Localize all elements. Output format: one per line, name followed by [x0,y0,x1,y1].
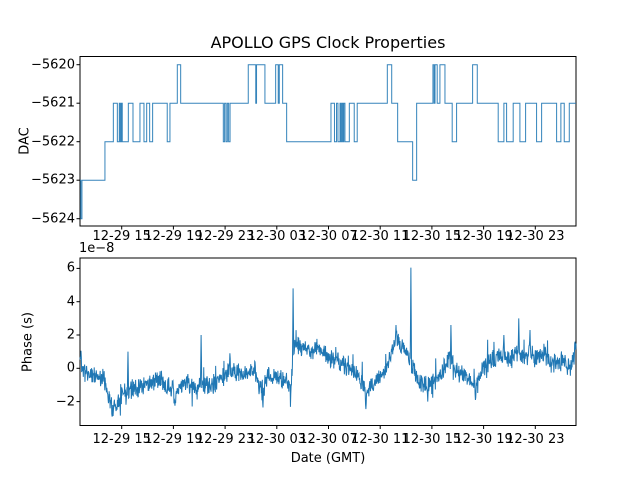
bottom-y-tick-label: 2 [66,327,75,343]
top-y-tick-label: −5621 [31,95,75,111]
bottom-x-tick-label: 12-30 19 [454,432,513,447]
bottom-x-tick-label: 12-29 15 [92,432,151,447]
top-x-tick-label: 12-30 11 [350,229,410,244]
bottom-x-tick-label: 12-29 23 [195,432,255,447]
y-axis-label-phase: Phase (s) [20,311,36,372]
bottom-y-tick-label: 4 [66,294,75,310]
y-axis-offset-text: 1e−8 [79,241,115,256]
dac-step-series [80,64,576,220]
phase-axes-box [79,257,577,426]
phase-series [79,267,577,417]
bottom-x-tick-label: 12-30 23 [506,432,565,447]
top-x-tick-label: 12-30 23 [506,229,565,244]
bottom-x-tick-label: 12-30 03 [247,432,307,447]
bottom-y-tick-label: −2 [55,394,75,410]
top-y-tick-label: −5624 [31,211,75,227]
top-x-tick-label: 12-30 07 [299,229,358,244]
top-x-tick-label: 12-30 03 [247,229,307,244]
bottom-y-tick-label: 0 [66,360,75,376]
top-x-tick-label: 12-30 15 [402,229,462,244]
top-x-tick-label: 12-29 23 [195,229,255,244]
chart-title: APOLLO GPS Clock Properties [210,33,446,52]
x-axis-label-date: Date (GMT) [290,451,366,466]
bottom-x-tick-label: 12-29 19 [144,432,203,447]
bottom-x-tick-label: 12-30 11 [350,432,410,447]
top-y-tick-label: −5622 [31,134,75,150]
bottom-y-tick-label: 6 [66,260,75,276]
top-x-tick-label: 12-30 19 [454,229,513,244]
bottom-x-tick-label: 12-30 15 [402,432,462,447]
top-y-tick-label: −5620 [31,57,75,73]
bottom-x-tick-label: 12-30 07 [299,432,358,447]
top-x-tick-label: 12-29 19 [144,229,203,244]
top-x-tick-label: 12-29 15 [92,229,151,244]
top-y-tick-label: −5623 [31,172,75,188]
